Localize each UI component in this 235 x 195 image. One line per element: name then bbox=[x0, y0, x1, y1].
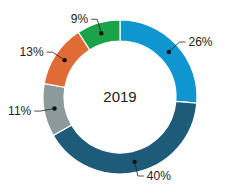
leader-line bbox=[34, 109, 54, 112]
chart: 26% 40% 11% 13% 9% 2019 bbox=[0, 0, 235, 195]
leader-dot bbox=[167, 50, 171, 54]
data-label: 26% bbox=[189, 35, 213, 49]
slice bbox=[53, 101, 196, 174]
leader-line bbox=[47, 52, 65, 60]
data-label: 13% bbox=[20, 45, 44, 59]
leader-dot bbox=[52, 106, 56, 110]
plot: 26% 40% 11% 13% 9% bbox=[8, 12, 213, 183]
leader-line bbox=[91, 19, 101, 33]
leader-dot bbox=[62, 58, 66, 62]
leader-line bbox=[135, 162, 144, 176]
slice bbox=[44, 32, 90, 87]
leader-line bbox=[169, 42, 186, 52]
data-labels: 26% 40% 11% 13% 9% bbox=[8, 12, 213, 183]
leader-dot bbox=[132, 160, 136, 164]
leader-dot bbox=[99, 31, 103, 35]
data-label: 40% bbox=[147, 169, 171, 183]
data-label: 11% bbox=[8, 104, 31, 118]
slices bbox=[43, 20, 197, 174]
data-label: 9% bbox=[71, 12, 89, 26]
center-title: 2019 bbox=[103, 88, 136, 105]
